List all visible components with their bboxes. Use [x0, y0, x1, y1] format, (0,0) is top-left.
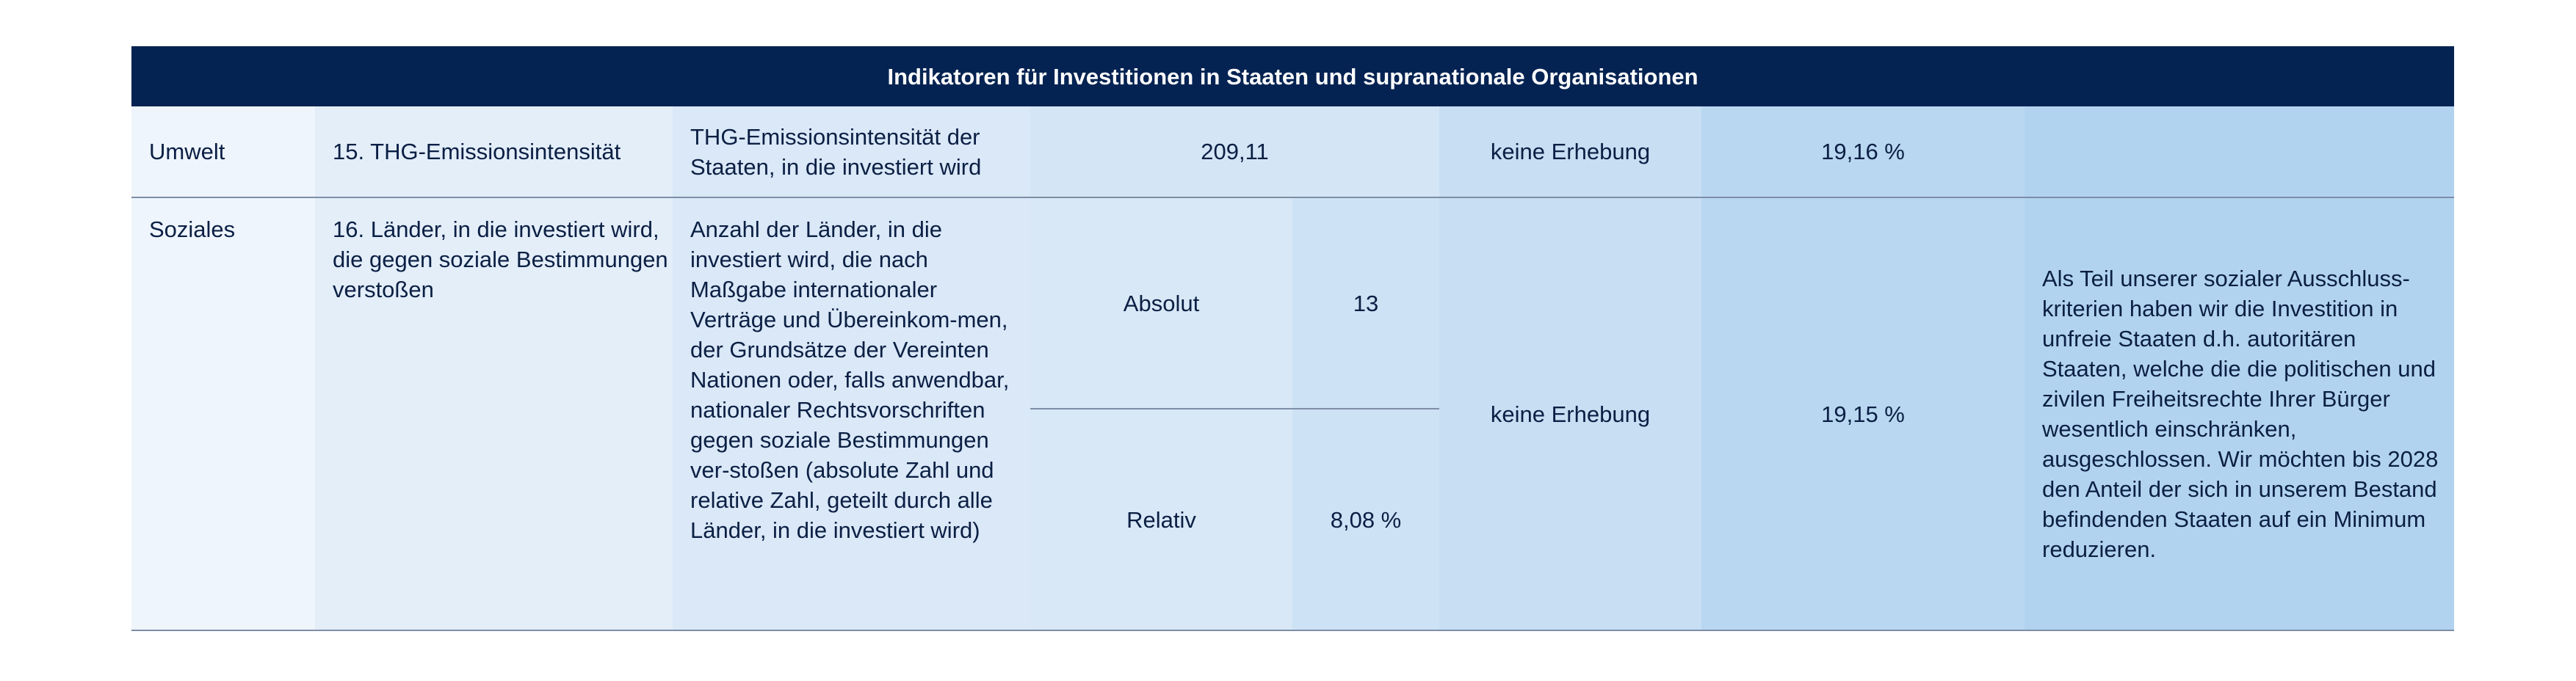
measures-cell: Als Teil unserer sozialer Ausschluss-kri…	[2025, 197, 2455, 631]
category-cell: Umwelt	[131, 106, 315, 198]
table-subrow: Relativ 8,08 %	[131, 409, 2454, 631]
indicator-cell: 15. THG-Emissionsintensität	[315, 106, 673, 198]
metric-cell: THG-Emissionsintensität der Staaten, in …	[673, 106, 1030, 198]
indicator-cell: 16. Länder, in die investiert wird, die …	[315, 197, 673, 631]
sub-label-relative: Relativ	[1030, 409, 1292, 631]
previous-value-cell: keine Erhebung	[1439, 197, 1701, 631]
measures-cell	[2025, 106, 2455, 198]
sub-value-absolute: 13	[1292, 197, 1439, 409]
metric-cell: Anzahl der Länder, in die investiert wir…	[673, 197, 1030, 631]
value-cell: 209,11	[1030, 106, 1439, 198]
table-row: Umwelt 15. THG-Emissionsintensität THG-E…	[131, 106, 2455, 198]
sub-value-relative: 8,08 %	[1292, 409, 1439, 631]
indicator-table-container: Indikatoren für Investitionen in Staaten…	[131, 46, 2455, 631]
coverage-cell: 19,16 %	[1701, 106, 2025, 198]
table-header-row: Indikatoren für Investitionen in Staaten…	[131, 46, 2455, 106]
table-row: Soziales 16. Länder, in die investiert w…	[131, 197, 2455, 631]
previous-value-cell: keine Erhebung	[1439, 106, 1701, 198]
indicator-table: Indikatoren für Investitionen in Staaten…	[131, 46, 2455, 631]
coverage-cell: 19,15 %	[1701, 197, 2025, 631]
category-cell: Soziales	[131, 197, 315, 631]
sub-label-absolute: Absolut	[1030, 197, 1292, 409]
table-title: Indikatoren für Investitionen in Staaten…	[131, 46, 2455, 106]
